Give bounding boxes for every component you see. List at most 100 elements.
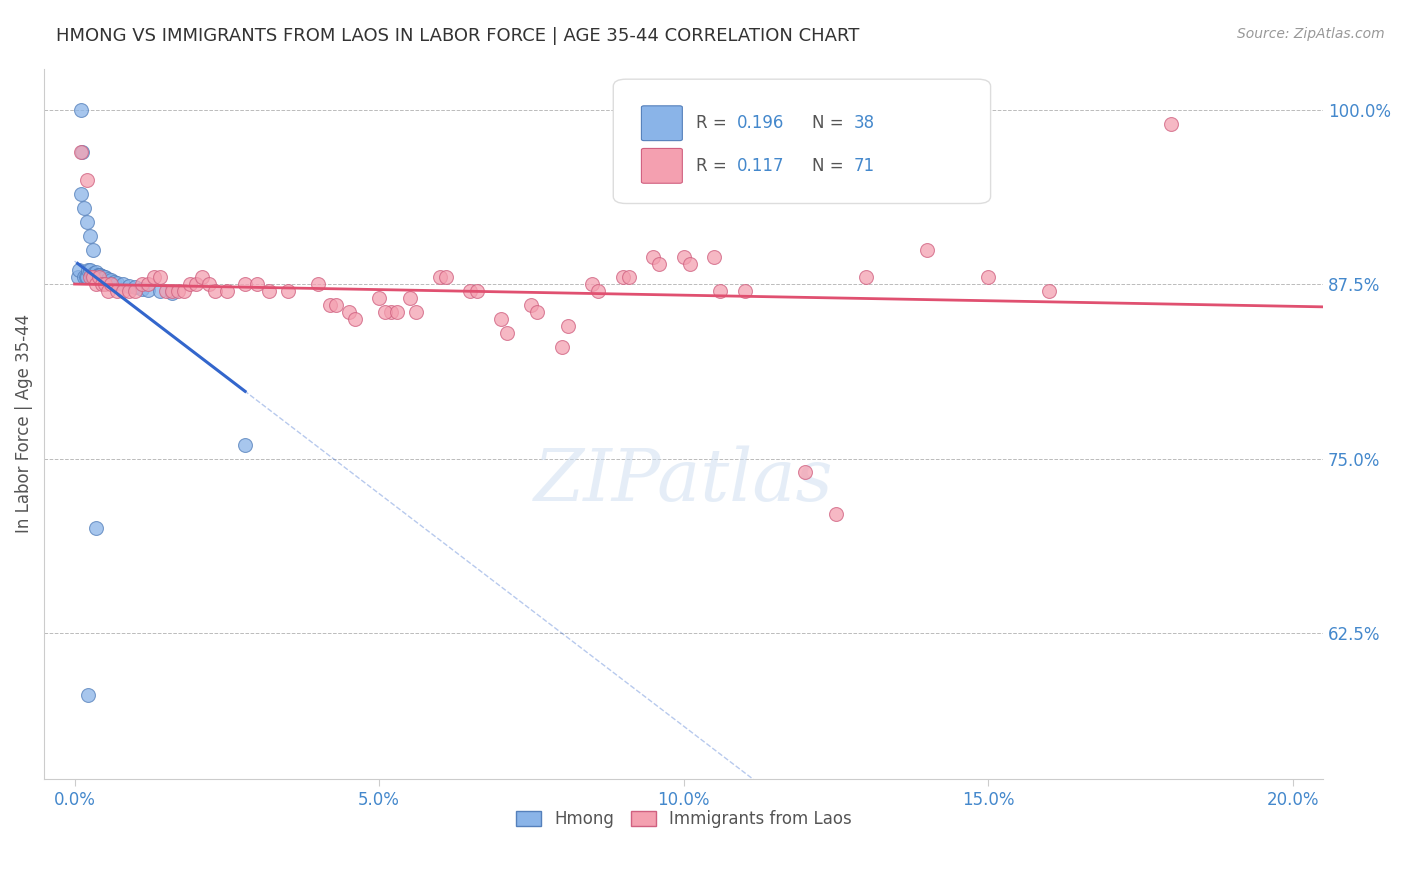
Point <box>915 243 938 257</box>
Point <box>93 270 115 285</box>
Point <box>520 298 543 312</box>
Point <box>89 268 111 282</box>
Point <box>588 285 610 299</box>
Point <box>84 521 107 535</box>
Point <box>77 263 100 277</box>
Point <box>69 145 91 160</box>
Point <box>112 277 135 292</box>
FancyBboxPatch shape <box>613 79 991 203</box>
Point <box>434 270 457 285</box>
Point <box>277 285 299 299</box>
Point <box>155 285 177 299</box>
Point <box>84 277 107 292</box>
Point <box>73 201 96 215</box>
Point <box>149 270 172 285</box>
Point <box>82 270 104 285</box>
FancyBboxPatch shape <box>641 148 682 183</box>
Point <box>612 270 634 285</box>
Point <box>343 312 366 326</box>
Point <box>131 277 153 292</box>
Point <box>67 263 90 277</box>
Point <box>118 278 141 293</box>
Text: 38: 38 <box>853 114 875 132</box>
Point <box>617 270 640 285</box>
Point <box>319 298 342 312</box>
Point <box>337 305 360 319</box>
Point <box>79 228 101 243</box>
Point <box>855 270 877 285</box>
Point <box>374 305 396 319</box>
Point <box>69 103 91 118</box>
Text: 0.117: 0.117 <box>737 157 785 175</box>
Point <box>83 266 105 280</box>
Point <box>233 437 256 451</box>
Point <box>91 277 114 292</box>
Point <box>368 291 391 305</box>
Point <box>94 270 117 285</box>
Point <box>160 285 183 300</box>
Text: Source: ZipAtlas.com: Source: ZipAtlas.com <box>1237 27 1385 41</box>
Point <box>398 291 420 305</box>
Point <box>167 285 190 299</box>
Point <box>82 243 104 257</box>
Point <box>794 466 817 480</box>
Point <box>79 263 101 277</box>
Point <box>191 270 214 285</box>
Point <box>76 270 98 285</box>
Point <box>66 270 89 285</box>
Point <box>136 283 159 297</box>
Point <box>112 285 135 299</box>
Point <box>405 305 427 319</box>
Point <box>1160 117 1182 131</box>
Point <box>215 285 238 299</box>
Point <box>581 277 603 292</box>
Text: 0.196: 0.196 <box>737 114 785 132</box>
Point <box>709 285 731 299</box>
Point <box>307 277 329 292</box>
Point <box>387 305 409 319</box>
Point <box>679 256 702 270</box>
Point <box>325 298 347 312</box>
Point <box>100 277 122 292</box>
Point <box>80 270 103 285</box>
Point <box>465 285 488 299</box>
Point <box>97 272 120 286</box>
Point <box>124 280 146 294</box>
FancyBboxPatch shape <box>641 106 682 141</box>
Point <box>131 282 153 296</box>
Point <box>76 215 98 229</box>
Point <box>79 270 101 285</box>
Point <box>496 326 519 341</box>
Y-axis label: In Labor Force | Age 35-44: In Labor Force | Age 35-44 <box>15 314 32 533</box>
Point <box>643 250 665 264</box>
Point <box>825 508 848 522</box>
Text: N =: N = <box>811 157 848 175</box>
Point <box>76 173 98 187</box>
Point <box>179 277 201 292</box>
Point <box>103 275 125 289</box>
Text: ZIPatlas: ZIPatlas <box>534 445 834 516</box>
Point <box>94 277 117 292</box>
Point <box>551 340 574 354</box>
Text: N =: N = <box>811 114 848 132</box>
Point <box>233 277 256 292</box>
Point <box>246 277 269 292</box>
Point <box>69 186 91 201</box>
Point <box>557 319 579 334</box>
Point <box>197 277 219 292</box>
Point <box>489 312 512 326</box>
Point <box>186 277 208 292</box>
Point <box>70 145 93 160</box>
Point <box>734 285 756 299</box>
Legend: Hmong, Immigrants from Laos: Hmong, Immigrants from Laos <box>509 803 858 835</box>
Point <box>91 268 114 283</box>
Point <box>977 270 1000 285</box>
Point <box>149 285 172 299</box>
Point <box>118 285 141 299</box>
Point <box>136 277 159 292</box>
Point <box>86 268 108 282</box>
Text: R =: R = <box>696 157 733 175</box>
Point <box>672 250 695 264</box>
Point <box>105 276 128 290</box>
Point <box>87 268 110 282</box>
